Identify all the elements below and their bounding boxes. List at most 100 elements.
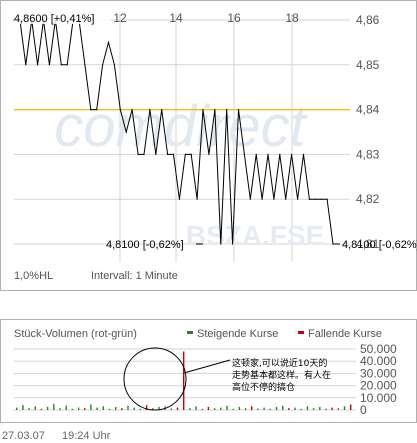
volume-bar	[77, 407, 80, 410]
price-point	[326, 198, 328, 200]
volume-bar	[65, 405, 67, 410]
price-point	[96, 109, 98, 111]
price-point	[102, 64, 104, 66]
price-point	[25, 64, 27, 66]
annotation-note-line: 走势基本都这样。有人在	[232, 369, 331, 381]
high-label: 4,8600 [+0,41%]	[14, 13, 94, 25]
legend-rising-label: Steigende Kurse	[197, 328, 278, 340]
volume-bars	[16, 351, 352, 410]
price-point	[84, 64, 86, 66]
volume-bar	[331, 407, 333, 410]
price-point	[202, 109, 204, 111]
price-x-tick-label: 14	[169, 11, 183, 25]
volume-bar	[288, 408, 290, 410]
price-x-axis: 12 14 16 18	[113, 11, 299, 25]
volume-bar	[207, 406, 210, 410]
price-y-tick-label: 4,86	[356, 13, 380, 27]
legend-falling-swatch	[298, 331, 304, 334]
volume-bar	[96, 407, 98, 410]
volume-bar	[244, 408, 247, 410]
price-point	[255, 153, 257, 155]
volume-bar	[312, 408, 315, 410]
volume-bar	[275, 406, 278, 410]
watermark-code: BSZA.FSE	[186, 220, 324, 251]
price-point	[297, 198, 299, 200]
price-x-tick-label: 18	[285, 11, 299, 25]
price-point	[155, 153, 157, 155]
price-point	[267, 153, 269, 155]
scale-label: 1,0%HL	[14, 270, 53, 282]
price-point	[48, 64, 51, 66]
price-point	[161, 109, 163, 111]
price-y-tick-label: 4,82	[356, 192, 380, 206]
volume-bar	[232, 408, 234, 410]
volume-bar	[282, 405, 284, 410]
price-point	[285, 198, 287, 200]
volume-bar	[213, 408, 216, 410]
price-chart-frame	[0, 0, 417, 291]
annotation-note-line: 高位不停的搞仓	[232, 381, 295, 393]
volume-bar	[115, 406, 117, 410]
volume-bar	[201, 408, 203, 410]
price-point	[214, 109, 216, 111]
last-label: 4,8100 [-0,62%]	[342, 239, 417, 251]
price-point	[273, 198, 275, 200]
volume-bar	[102, 406, 104, 410]
price-point	[131, 109, 133, 111]
price-x-tick-label: 16	[227, 11, 241, 25]
volume-bar	[28, 408, 30, 410]
price-point	[261, 198, 263, 200]
price-y-tick-label: 4,85	[356, 58, 380, 72]
price-point	[320, 198, 322, 200]
volume-bar	[145, 405, 148, 410]
volume-bar	[22, 405, 24, 410]
volume-bar	[269, 408, 271, 410]
volume-bar	[152, 408, 154, 410]
price-point	[90, 109, 92, 111]
volume-bar	[183, 351, 185, 410]
volume-y-tick-label: 10.000	[360, 391, 397, 405]
volume-chart: Stück-Volumen (rot-grün) Steigende Kurse…	[0, 319, 417, 423]
volume-bar	[337, 408, 339, 410]
price-x-tick-label: 12	[113, 11, 127, 25]
volume-bar	[300, 408, 302, 410]
price-point	[220, 243, 222, 245]
price-y-tick-label: 4,81	[356, 237, 380, 251]
price-point	[149, 109, 151, 111]
price-y-tick-label: 4,83	[356, 147, 380, 161]
price-point	[291, 153, 293, 155]
volume-bar	[170, 408, 172, 410]
price-point	[243, 153, 245, 155]
price-point	[190, 153, 192, 155]
annotation-pointer	[183, 359, 231, 374]
price-point	[184, 153, 186, 155]
volume-bar	[53, 403, 55, 410]
volume-bar	[84, 408, 86, 410]
price-point	[302, 153, 305, 155]
price-y-tick-label: 4,84	[356, 103, 380, 117]
volume-bar	[294, 407, 296, 410]
volume-bar	[319, 406, 321, 410]
volume-y-tick-label: 0	[360, 403, 367, 417]
volume-bar	[263, 407, 265, 410]
price-point	[143, 153, 145, 155]
price-point	[249, 198, 251, 200]
volume-y-tick-label: 20.000	[360, 379, 397, 393]
volume-bar	[108, 408, 111, 410]
high-marker: 4,8600 [+0,41%]	[14, 12, 111, 25]
volume-chart-frame	[0, 319, 417, 423]
footer-date: 27.03.07	[2, 430, 45, 442]
price-point	[226, 109, 228, 111]
volume-bar	[46, 406, 49, 410]
price-point	[60, 64, 62, 66]
volume-bar	[195, 406, 197, 410]
legend: Steigende Kurse Fallende Kurse	[187, 328, 382, 340]
price-point	[279, 153, 281, 155]
legend-falling-label: Fallende Kurse	[308, 328, 382, 340]
volume-bar	[226, 405, 228, 410]
low-marker: 4,8100 [-0,62%]	[106, 239, 203, 251]
footer-time: 19:24 Uhr	[62, 430, 111, 442]
price-point	[237, 109, 240, 111]
